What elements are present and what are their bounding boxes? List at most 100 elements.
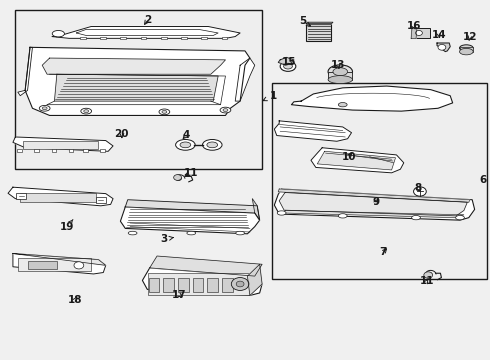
Bar — [17, 149, 22, 152]
Bar — [272, 83, 487, 279]
Bar — [221, 37, 227, 39]
Ellipse shape — [277, 211, 286, 215]
Ellipse shape — [412, 216, 420, 220]
Ellipse shape — [328, 76, 352, 84]
Bar — [18, 258, 91, 271]
Polygon shape — [52, 27, 240, 39]
Ellipse shape — [39, 105, 50, 111]
Polygon shape — [8, 187, 113, 206]
Ellipse shape — [236, 231, 245, 235]
Ellipse shape — [456, 216, 465, 220]
Polygon shape — [13, 137, 113, 151]
Bar — [181, 37, 187, 39]
Ellipse shape — [460, 48, 473, 55]
Polygon shape — [54, 74, 218, 101]
Ellipse shape — [175, 139, 195, 150]
Bar — [201, 37, 207, 39]
Ellipse shape — [84, 110, 89, 113]
Bar — [193, 278, 203, 292]
Ellipse shape — [128, 231, 137, 235]
Polygon shape — [18, 47, 32, 96]
Bar — [207, 278, 218, 292]
Polygon shape — [235, 58, 255, 101]
Bar — [27, 261, 57, 269]
Circle shape — [74, 262, 84, 269]
Ellipse shape — [180, 142, 191, 148]
Polygon shape — [278, 189, 470, 202]
Polygon shape — [437, 43, 450, 51]
Text: 1: 1 — [263, 91, 277, 101]
Polygon shape — [252, 199, 260, 220]
Bar — [222, 278, 233, 292]
Circle shape — [416, 31, 422, 36]
Text: 3: 3 — [161, 234, 173, 244]
Ellipse shape — [338, 103, 347, 107]
Bar — [460, 47, 473, 51]
Polygon shape — [150, 256, 262, 276]
Text: 6: 6 — [480, 175, 487, 185]
Ellipse shape — [187, 231, 196, 235]
Bar — [306, 24, 331, 41]
Bar — [15, 10, 262, 169]
Ellipse shape — [207, 142, 218, 148]
Ellipse shape — [52, 31, 65, 37]
Bar — [141, 37, 147, 39]
Text: 2: 2 — [144, 15, 151, 26]
Bar — [51, 149, 56, 152]
Text: 9: 9 — [372, 197, 380, 207]
Polygon shape — [279, 193, 467, 216]
Ellipse shape — [81, 108, 92, 114]
Text: 14: 14 — [432, 30, 446, 40]
Bar — [148, 273, 250, 295]
Text: 11: 11 — [184, 168, 198, 178]
Text: 17: 17 — [172, 290, 186, 300]
Text: 5: 5 — [299, 17, 311, 27]
Ellipse shape — [202, 139, 222, 150]
Polygon shape — [284, 211, 464, 218]
Polygon shape — [125, 200, 260, 220]
Bar — [161, 37, 167, 39]
Text: 13: 13 — [331, 59, 345, 69]
Circle shape — [236, 281, 244, 287]
Bar — [149, 278, 159, 292]
Bar — [121, 37, 126, 39]
Circle shape — [438, 44, 446, 50]
Bar — [20, 193, 96, 202]
Polygon shape — [311, 148, 404, 173]
Bar — [100, 37, 106, 39]
Polygon shape — [13, 253, 106, 265]
Bar — [100, 149, 105, 152]
Bar — [83, 149, 88, 152]
Circle shape — [414, 187, 426, 196]
Bar — [411, 28, 430, 39]
Text: 8: 8 — [415, 183, 422, 193]
Ellipse shape — [284, 64, 293, 69]
Polygon shape — [247, 264, 262, 296]
Polygon shape — [278, 57, 294, 65]
Polygon shape — [121, 207, 260, 234]
Circle shape — [424, 272, 433, 278]
Bar — [69, 149, 74, 152]
Bar — [34, 149, 39, 152]
Text: 7: 7 — [380, 247, 387, 257]
Ellipse shape — [162, 111, 167, 113]
Polygon shape — [143, 268, 262, 296]
Text: 20: 20 — [115, 129, 129, 139]
Bar — [163, 278, 174, 292]
Text: 16: 16 — [406, 21, 421, 31]
Polygon shape — [411, 28, 417, 39]
Polygon shape — [292, 86, 453, 111]
Text: 12: 12 — [463, 32, 477, 42]
Bar — [96, 197, 106, 203]
Bar — [80, 37, 86, 39]
Polygon shape — [25, 47, 250, 116]
Circle shape — [231, 278, 249, 291]
Ellipse shape — [220, 107, 231, 113]
Text: 18: 18 — [68, 295, 82, 305]
Text: 11: 11 — [419, 276, 434, 286]
Polygon shape — [318, 151, 395, 170]
Bar — [23, 141, 98, 149]
Ellipse shape — [159, 109, 170, 115]
Polygon shape — [42, 58, 225, 74]
Ellipse shape — [223, 109, 228, 112]
